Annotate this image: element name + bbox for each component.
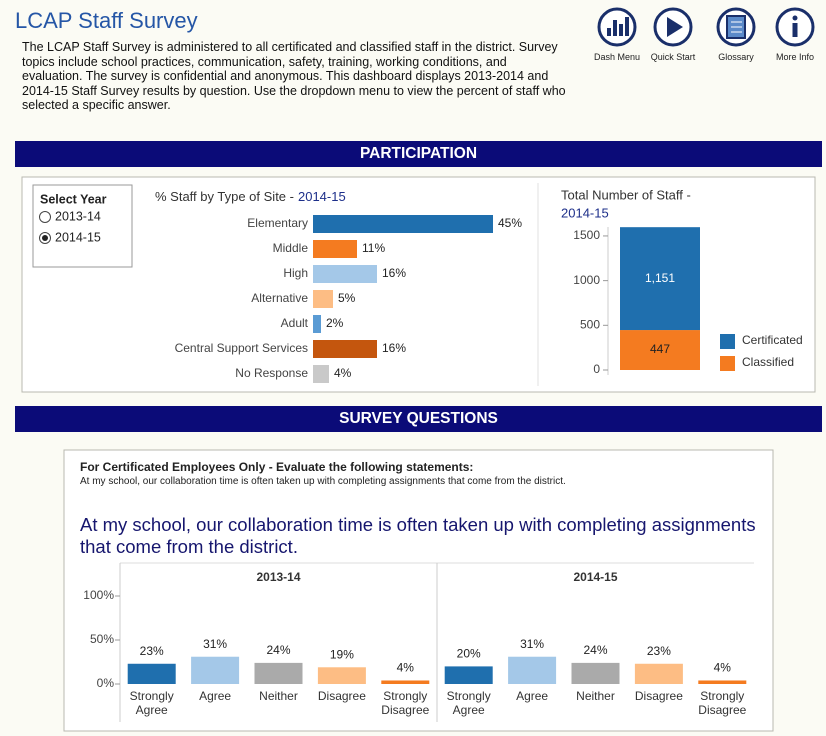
value-label: 4% [334, 366, 352, 380]
bar [571, 662, 620, 684]
segment-label: 1,151 [645, 271, 675, 285]
legend-label: Certificated [742, 333, 803, 347]
section-banner: PARTICIPATION [15, 141, 822, 167]
year-selector-box [32, 184, 133, 268]
nav-icon-dash[interactable] [597, 7, 637, 47]
value-label: 23% [647, 644, 671, 658]
value-label: 24% [583, 643, 607, 657]
panel-header: 2013-14 [256, 570, 300, 584]
bar [317, 667, 366, 684]
category-label: Middle [273, 241, 309, 255]
category-label: Neither [259, 689, 298, 703]
value-label: 31% [520, 637, 544, 651]
bar [313, 290, 333, 308]
bar [313, 365, 329, 383]
bar [444, 666, 493, 684]
chart-title: % Staff by Type of Site - 2014-15 [155, 189, 346, 204]
radio-dot[interactable] [42, 235, 48, 241]
bar [634, 663, 683, 684]
survey-box [63, 449, 774, 732]
bar [698, 680, 747, 684]
nav-icon-quick[interactable] [653, 7, 693, 47]
page-title: LCAP Staff Survey [15, 8, 198, 33]
value-label: 23% [140, 644, 164, 658]
question-statement: At my school, our collaboration time is … [80, 476, 566, 487]
question-heading: For Certificated Employees Only - Evalua… [80, 460, 474, 474]
value-label: 31% [203, 637, 227, 651]
category-label: High [283, 266, 308, 280]
bar [313, 315, 321, 333]
nav-icon-glossary[interactable] [716, 7, 756, 47]
y-tick-label: 1000 [573, 273, 600, 287]
value-label: 5% [338, 291, 356, 305]
bar [313, 265, 377, 283]
category-label: Strongly Agree [129, 689, 174, 717]
value-label: 11% [362, 241, 385, 255]
legend-swatch [720, 334, 735, 349]
y-tick-label: 500 [580, 317, 600, 331]
legend-swatch [720, 356, 735, 371]
category-label: Elementary [247, 216, 308, 230]
nav-label[interactable]: Quick Start [650, 52, 696, 62]
category-label: Agree [199, 689, 232, 703]
bar [508, 656, 557, 684]
y-tick-label: 0% [97, 676, 115, 690]
question-title: At my school, our collaboration time is … [80, 514, 756, 557]
bar [313, 215, 493, 233]
bar-segment [620, 330, 700, 370]
bar [127, 663, 176, 684]
radio-label[interactable]: 2013-14 [55, 209, 101, 223]
nav-icon-info[interactable] [775, 7, 815, 47]
value-label: 45% [498, 216, 522, 230]
title-text: % Staff by Type of Site - [155, 189, 294, 204]
title-year: 2014-15 [298, 189, 346, 204]
category-label: Agree [516, 689, 549, 703]
value-label: 16% [382, 341, 406, 355]
nav-label[interactable]: Glossary [718, 52, 754, 62]
value-label: 19% [330, 647, 354, 661]
description: The LCAP Staff Survey is administered to… [22, 40, 566, 112]
value-label: 24% [266, 643, 290, 657]
nav-label[interactable]: Dash Menu [593, 52, 641, 62]
selector-title: Select Year [40, 192, 107, 206]
segment-label: 447 [650, 342, 670, 356]
category-label: Strongly Agree [446, 689, 491, 717]
value-label: 2% [326, 316, 344, 330]
panel-header: 2014-15 [573, 570, 617, 584]
bar [313, 240, 357, 258]
bar-segment [620, 227, 700, 331]
value-label: 4% [397, 661, 415, 675]
y-tick-label: 100% [83, 588, 114, 602]
value-label: 20% [457, 647, 481, 661]
value-label: 16% [382, 266, 406, 280]
section-banner: SURVEY QUESTIONS [15, 406, 822, 432]
legend-label: Classified [742, 355, 794, 369]
category-label: Alternative [251, 291, 308, 305]
chart-title-year: 2014-15 [561, 205, 609, 220]
category-label: No Response [235, 366, 308, 380]
nav-label[interactable]: More Info [775, 52, 815, 62]
radio-label[interactable]: 2014-15 [55, 230, 101, 244]
bar [313, 340, 377, 358]
y-tick-label: 50% [90, 632, 114, 646]
category-label: Central Support Services [175, 341, 308, 355]
category-label: Neither [576, 689, 615, 703]
category-label: Adult [281, 316, 309, 330]
y-tick-label: 1500 [573, 228, 600, 242]
chart-title: Total Number of Staff - [561, 187, 691, 202]
category-label: Strongly Disagree [381, 689, 430, 717]
y-tick-label: 0 [593, 362, 600, 376]
category-label: Disagree [634, 689, 683, 703]
category-label: Strongly Disagree [698, 689, 747, 717]
radio[interactable] [39, 211, 51, 223]
bar [254, 662, 303, 684]
bar [191, 656, 240, 684]
bar [381, 680, 430, 684]
category-label: Disagree [317, 689, 366, 703]
value-label: 4% [714, 661, 732, 675]
